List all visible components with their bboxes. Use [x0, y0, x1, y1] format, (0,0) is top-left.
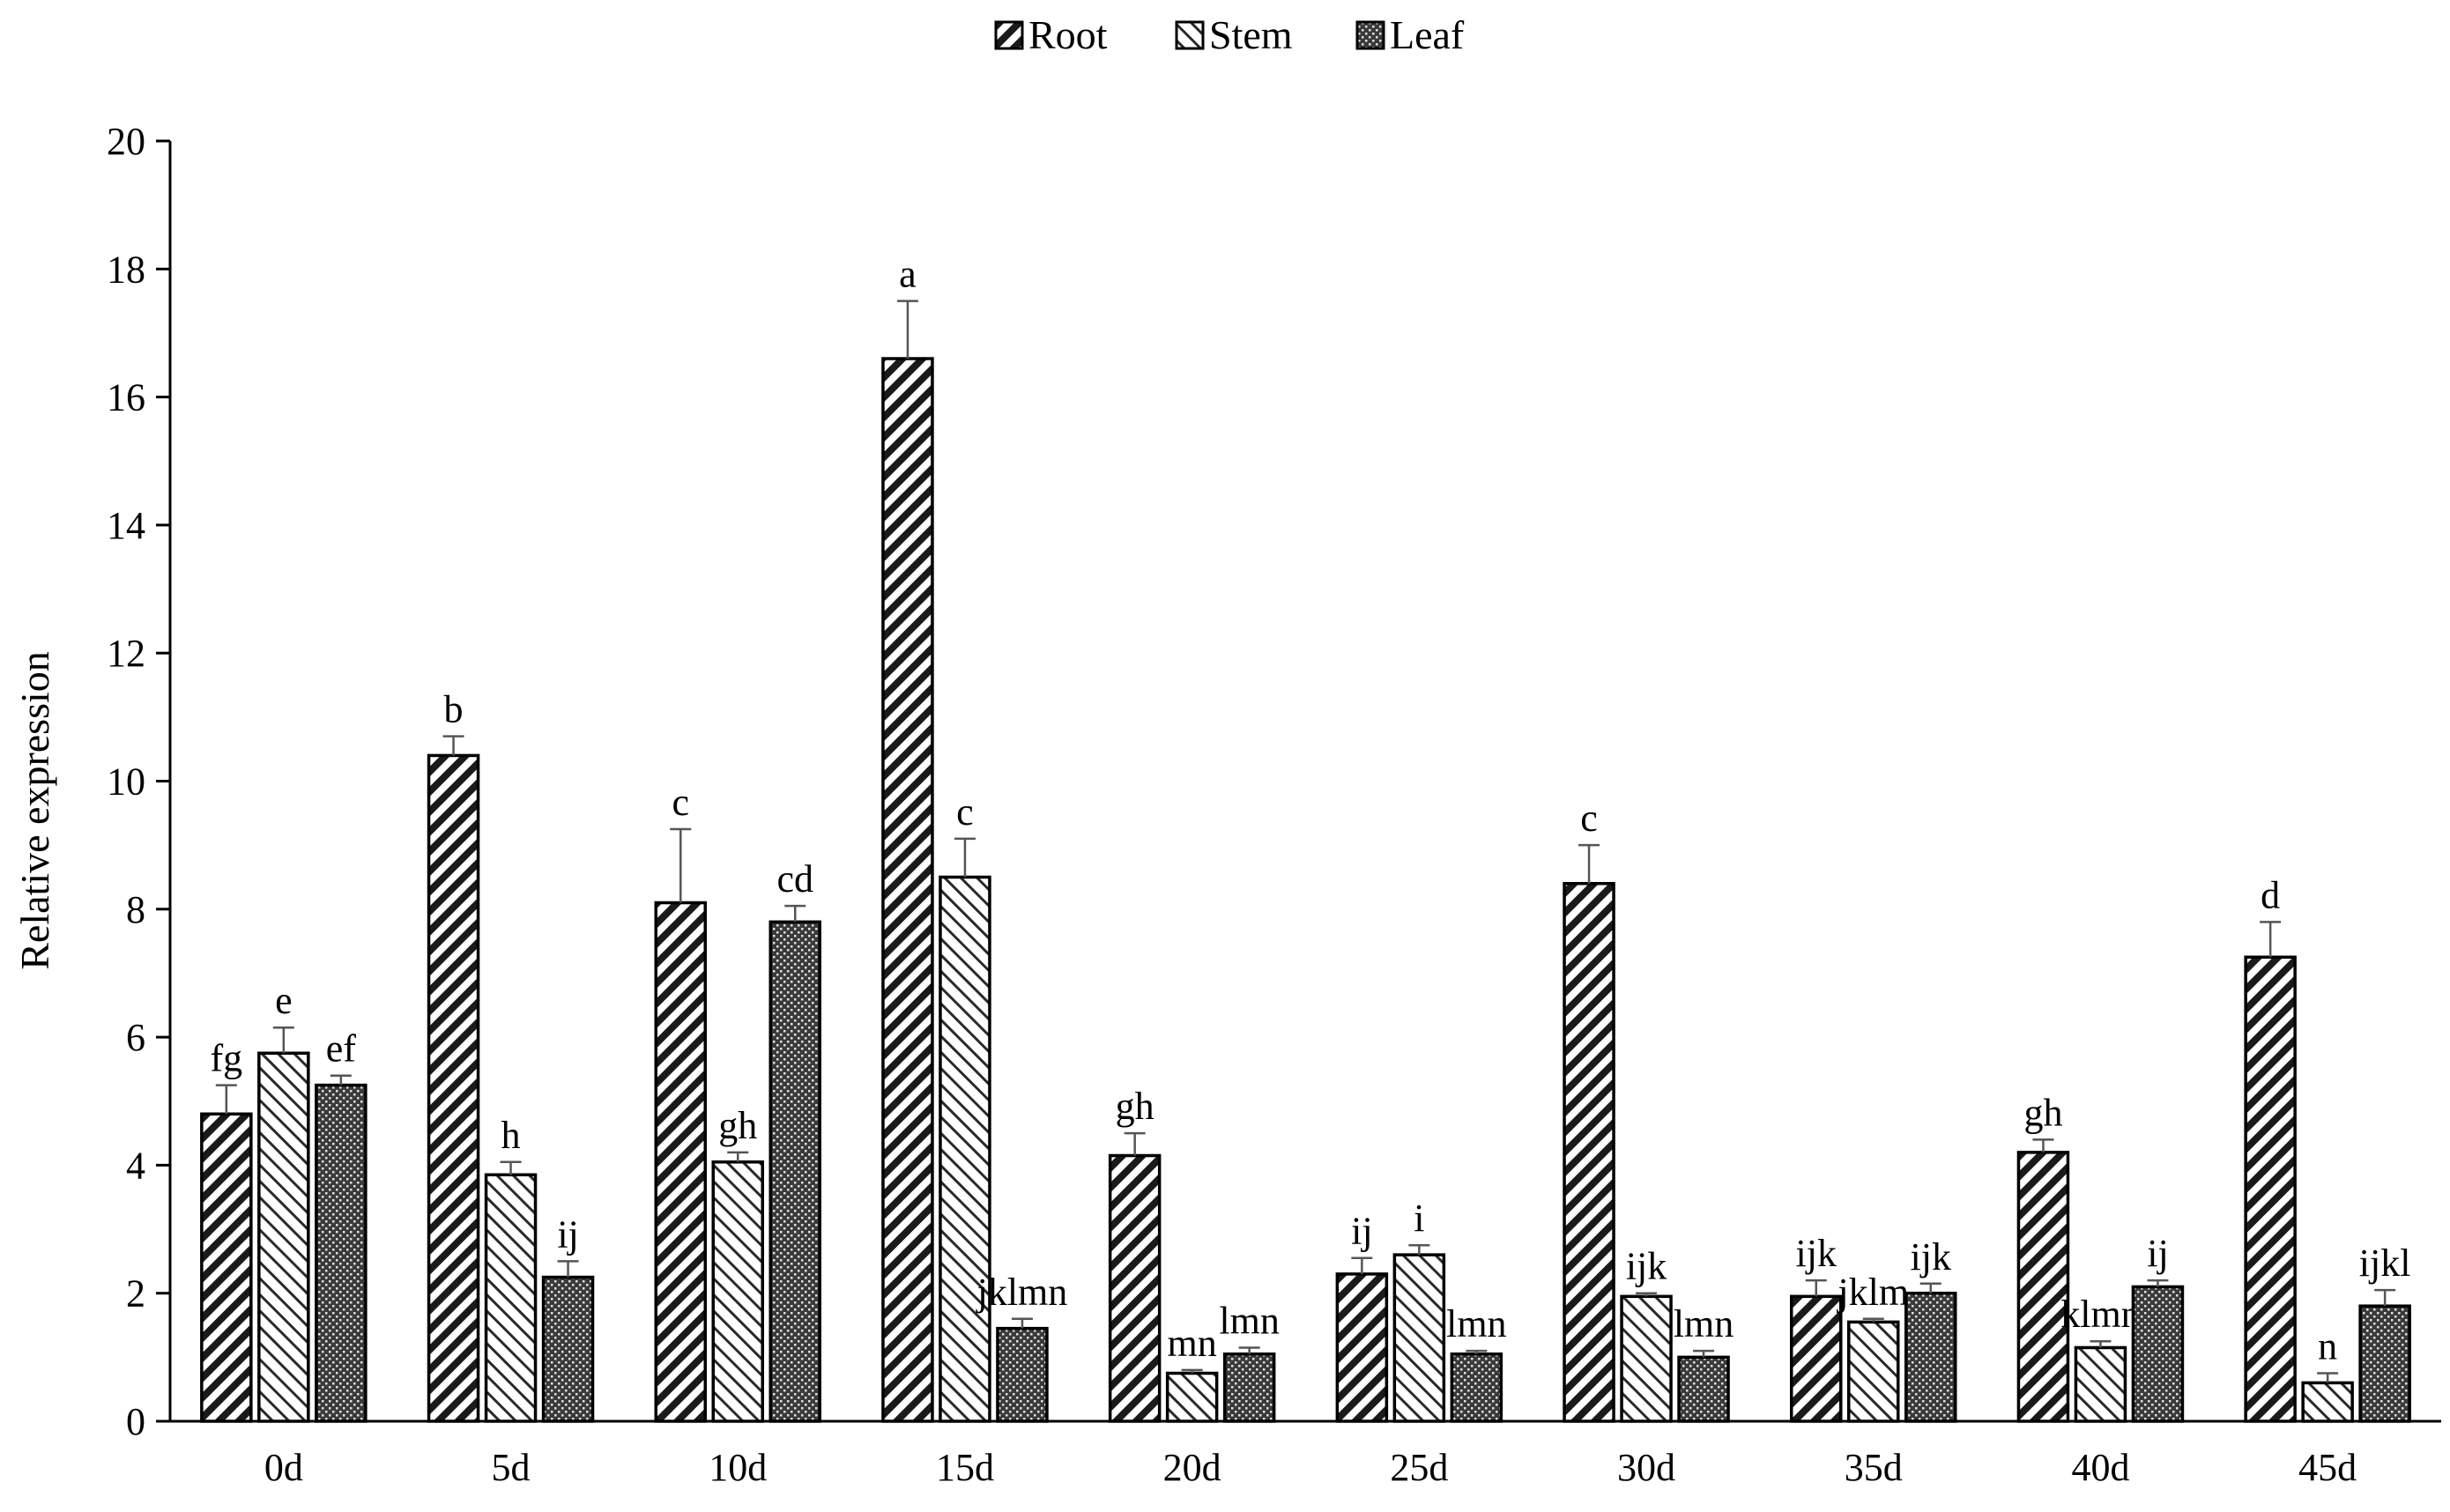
bar-stem — [484, 1173, 538, 1423]
bar-leaf — [1677, 1355, 1730, 1423]
bar-stem — [711, 1160, 764, 1423]
bar-leaf — [996, 1326, 1049, 1423]
significance-label: ijkl — [2359, 1241, 2411, 1285]
x-axis: 0d 5d 10d 15d 20d 25d 30d 35d 40d 45d — [170, 1419, 2441, 1489]
x-tick-label: 35d — [1845, 1446, 1903, 1489]
significance-label: c — [1580, 797, 1598, 840]
bar-root — [1108, 1153, 1162, 1423]
significance-label: gh — [1116, 1085, 1154, 1128]
y-tick-label: 6 — [126, 1016, 145, 1059]
significance-label: klmn — [2060, 1293, 2140, 1336]
bar-leaf — [315, 1083, 368, 1423]
legend-swatch-root — [994, 20, 1024, 50]
x-tick-label: 20d — [1163, 1446, 1221, 1489]
significance-label: jklm — [1836, 1271, 1909, 1314]
y-axis: 0 2 4 6 8 10 12 14 16 18 20 — [107, 120, 172, 1443]
legend-swatch-stem — [1175, 20, 1205, 50]
x-tick-label: 25d — [1390, 1446, 1448, 1489]
bar-stem — [1620, 1294, 1673, 1423]
bar-root — [1790, 1294, 1843, 1423]
y-axis-label: Relative expression — [12, 651, 57, 970]
significance-label: h — [501, 1114, 521, 1157]
bar-stem — [939, 875, 991, 1423]
bar-leaf — [1222, 1352, 1276, 1423]
x-tick-label: 15d — [936, 1446, 994, 1489]
bar-stem — [257, 1051, 310, 1423]
bar-root — [1335, 1272, 1389, 1423]
significance-label: d — [2261, 873, 2280, 916]
legend-label: Leaf — [1390, 12, 1465, 57]
significance-label: ijk — [1796, 1232, 1837, 1275]
x-tick-label: 45d — [2298, 1446, 2357, 1489]
significance-label: e — [275, 979, 293, 1022]
legend-label: Root — [1028, 12, 1108, 57]
significance-label: lmn — [1674, 1302, 1734, 1345]
x-tick-label: 0d — [264, 1446, 303, 1489]
significance-label: n — [2318, 1325, 2337, 1368]
significance-label: cd — [776, 857, 813, 901]
significance-label: ij — [1351, 1210, 1372, 1253]
x-tick-label: 10d — [709, 1446, 767, 1489]
significance-label: ijk — [1911, 1235, 1951, 1279]
significance-label: lmn — [1446, 1302, 1506, 1345]
y-tick-label: 16 — [107, 376, 145, 419]
bar-root — [2244, 955, 2297, 1423]
bar-root — [427, 753, 480, 1423]
bar-root — [1563, 881, 1615, 1423]
bar-leaf — [541, 1275, 595, 1423]
bar-stem — [1165, 1371, 1219, 1423]
bar-stem — [2074, 1345, 2127, 1423]
x-tick-label: 5d — [492, 1446, 531, 1489]
significance-label: a — [899, 253, 917, 296]
significance-label: gh — [718, 1104, 757, 1147]
y-tick-label: 10 — [107, 760, 145, 804]
bar-root — [881, 357, 934, 1423]
bar-root — [2016, 1151, 2070, 1423]
significance-label: fg — [211, 1037, 243, 1080]
significance-label: mn — [1168, 1322, 1217, 1365]
significance-label: c — [672, 781, 689, 824]
y-tick-label: 8 — [126, 888, 145, 931]
y-tick-label: 2 — [126, 1272, 145, 1316]
significance-label: ij — [2147, 1232, 2168, 1275]
y-tick-label: 4 — [126, 1144, 145, 1187]
bar-leaf — [768, 920, 821, 1423]
bar-stem — [1392, 1253, 1446, 1423]
y-tick-label: 14 — [107, 504, 145, 547]
legend-swatch-leaf — [1355, 20, 1385, 50]
significance-label: ef — [326, 1027, 357, 1071]
bar-root — [654, 901, 707, 1423]
bar-leaf — [2358, 1304, 2411, 1423]
y-tick-label: 18 — [107, 248, 145, 291]
bar-stem — [1847, 1320, 1900, 1423]
bar-stem — [2301, 1381, 2354, 1423]
bar-leaf — [1904, 1291, 1957, 1423]
y-tick-label: 20 — [107, 120, 145, 163]
significance-label: i — [1414, 1197, 1424, 1240]
significance-label: lmn — [1219, 1299, 1279, 1342]
significance-label: ij — [557, 1212, 578, 1256]
significance-label: c — [956, 790, 974, 834]
significance-label: b — [444, 688, 464, 731]
y-tick-label: 0 — [126, 1400, 145, 1443]
x-tick-label: 40d — [2071, 1446, 2129, 1489]
significance-label: ijk — [1626, 1245, 1667, 1288]
significance-label: jklmn — [976, 1271, 1068, 1314]
bar-leaf — [1450, 1352, 1503, 1423]
bar-root — [200, 1112, 253, 1423]
significance-label: gh — [2023, 1091, 2062, 1134]
legend-label: Stem — [1209, 12, 1293, 57]
x-tick-label: 30d — [1617, 1446, 1675, 1489]
bar-leaf — [2131, 1285, 2185, 1423]
y-tick-label: 12 — [107, 632, 145, 675]
legend: Root Stem Leaf — [994, 12, 1465, 57]
